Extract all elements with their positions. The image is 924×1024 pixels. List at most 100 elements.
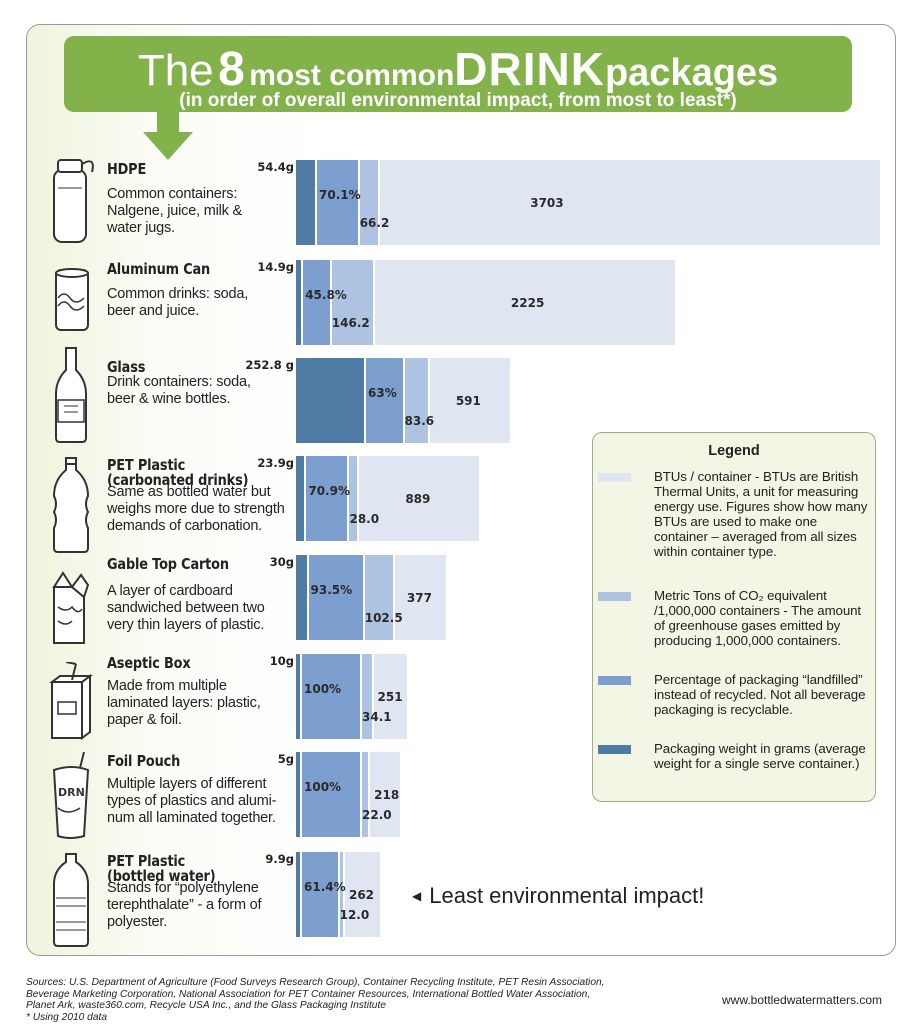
co2-value-label: 83.6	[404, 414, 435, 428]
weight-bar	[296, 260, 302, 345]
landfill-bar	[302, 752, 360, 837]
title-the: The	[137, 46, 214, 95]
weight-label: 54.4g	[257, 160, 294, 174]
co2-bar	[362, 752, 369, 837]
landfill-bar	[302, 654, 360, 739]
btu-value-label: 218	[374, 788, 400, 802]
title-most-common: most common	[249, 59, 455, 92]
website-url[interactable]: www.bottledwatermatters.com	[722, 993, 883, 1007]
co2-bar	[339, 852, 343, 937]
package-description: A layer of cardboard sandwiched between …	[107, 583, 265, 633]
sources-line: Beverage Marketing Corporation, National…	[26, 988, 591, 1000]
btu-value-label: 262	[348, 888, 375, 902]
co2-value-label: 66.2	[359, 216, 390, 230]
package-name: Aseptic Box	[107, 654, 191, 672]
co2-bar	[404, 358, 428, 443]
soda-bottle-icon	[44, 456, 98, 561]
hdpe-bottle-icon	[44, 154, 98, 249]
co2-value-label: 28.0	[349, 512, 380, 526]
btu-bar	[429, 358, 510, 443]
btu-value-label: 3703	[530, 196, 564, 210]
package-name: PET Plastic (carbonated drinks)	[107, 456, 249, 489]
least-impact-text: Least environmental impact!	[429, 883, 705, 908]
down-arrow-icon	[143, 112, 193, 160]
sources-line: Planet Ark, waste360.com, Recycle USA In…	[26, 1000, 386, 1011]
btu-value-label: 251	[377, 690, 403, 704]
legend-text-weight: Packaging weight in grams (average weigh…	[654, 741, 866, 771]
package-row: PET Plastic (bottled water) Stands for “p…	[0, 852, 924, 947]
package-row: Aluminum Can Common drinks: soda, beer an…	[0, 260, 924, 345]
weight-label: 9.9g	[265, 852, 294, 866]
foil-pouch-icon: DRN	[44, 751, 98, 847]
glass-bottle-icon	[44, 344, 98, 449]
weight-label: 10g	[269, 654, 294, 668]
package-row: Gable Top Carton A layer of cardboard san…	[0, 555, 924, 644]
weight-bar	[296, 358, 364, 443]
legend-text-co2: Metric Tons of CO₂ equivalent /1,000,000…	[654, 588, 862, 648]
co2-value-label: 34.1	[362, 710, 392, 724]
btu-value-label: 889	[405, 492, 431, 506]
legend: Legend	[592, 432, 876, 802]
sources-note: Sources: U.S. Department of Agriculture …	[26, 977, 666, 1023]
co2-bar	[362, 654, 372, 739]
landfill-bar	[308, 555, 363, 640]
landfill-percent-label: 70.1%	[319, 188, 361, 202]
btu-bar	[374, 260, 676, 345]
landfill-percent-label: 70.9%	[308, 484, 350, 498]
landfill-bar	[366, 358, 403, 443]
package-description: Common drinks: soda, beer and juice.	[107, 286, 249, 319]
title-drink: DRINK	[454, 43, 605, 95]
sources-line: * Using 2010 data	[26, 1011, 107, 1023]
co2-value-label: 12.0	[339, 908, 370, 922]
btu-value-label: 377	[406, 591, 432, 605]
weight-label: 23.9g	[257, 456, 294, 470]
sources-line: Sources: U.S. Department of Agriculture …	[26, 977, 605, 988]
co2-bar	[349, 456, 358, 541]
landfill-percent-label: 100%	[304, 682, 342, 696]
legend-text-btu: BTUs / container - BTUs are British Ther…	[654, 469, 868, 559]
co2-value-label: 146.2	[331, 316, 370, 330]
package-name: Aluminum Can	[107, 260, 211, 278]
weight-bar	[296, 752, 300, 837]
page-subtitle: (in order of overall environmental impac…	[179, 90, 737, 111]
package-name: HDPE	[107, 160, 147, 178]
weight-bar	[296, 654, 300, 739]
btu-bar	[344, 852, 381, 937]
water-bottle-icon	[44, 850, 98, 955]
aluminum-can-icon	[44, 264, 98, 339]
package-description: Stands for “polyethylene terephthalate” …	[107, 880, 262, 930]
package-row: Aseptic Box Made from multiple laminated …	[0, 654, 924, 740]
package-row: HDPE Common containers: Nalgene, juice, m…	[0, 159, 924, 245]
juice-box-icon	[44, 661, 98, 747]
left-pointer-icon: ◀	[412, 889, 422, 903]
legend-text-landfill: Percentage of packaging “landfilled” ins…	[654, 672, 866, 717]
milk-carton-icon	[44, 567, 98, 652]
landfill-bar	[302, 852, 338, 937]
svg-text:DRN: DRN	[58, 786, 85, 799]
btu-bar	[373, 654, 408, 739]
weight-label: 5g	[277, 752, 294, 766]
legend-swatch-weight	[598, 745, 631, 754]
landfill-percent-label: 100%	[304, 780, 342, 794]
co2-bar	[364, 555, 394, 640]
btu-bar	[395, 555, 447, 640]
co2-bar	[359, 160, 379, 245]
title-packages: packages	[604, 52, 779, 94]
package-name: Foil Pouch	[107, 752, 181, 770]
title-banner	[64, 36, 852, 112]
co2-value-label: 102.5	[364, 611, 403, 625]
package-name: Gable Top Carton	[107, 555, 229, 573]
btu-bar	[380, 160, 881, 245]
landfill-percent-label: 93.5%	[310, 583, 353, 597]
co2-value-label: 22.0	[362, 808, 392, 822]
weight-bar	[296, 456, 305, 541]
landfill-bar	[317, 160, 358, 245]
btu-bar	[370, 752, 400, 837]
legend-swatch-btu	[598, 473, 631, 482]
btu-value-label: 591	[455, 394, 481, 408]
package-row: DRN Foil Pouch Multiple layers of differen…	[0, 751, 924, 839]
package-description: Common containers: Nalgene, juice, milk …	[107, 186, 243, 236]
package-row: PET Plastic (carbonated drinks) Same as b…	[0, 456, 924, 553]
package-name: Glass	[107, 358, 146, 376]
landfill-bar	[306, 456, 348, 541]
